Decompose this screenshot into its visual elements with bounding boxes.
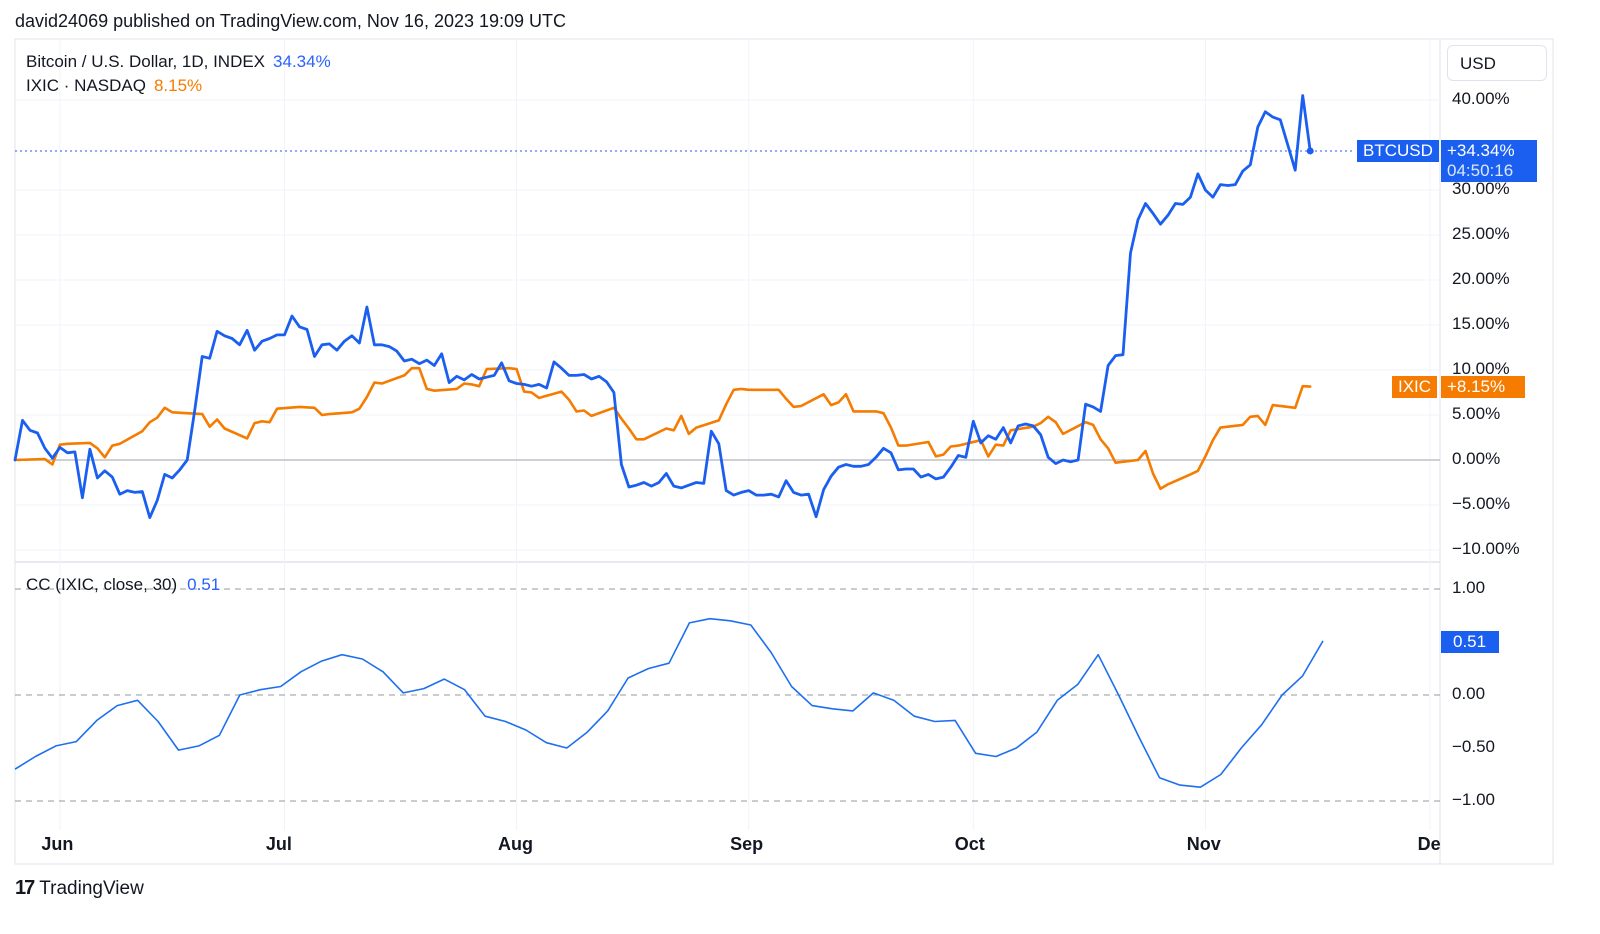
cc-series-line (14, 617, 1324, 789)
legend-btc-label: Bitcoin / U.S. Dollar, 1D, INDEX (26, 52, 266, 71)
indicator-y-tick-label: −1.00 (1452, 790, 1496, 809)
tradingview-logo-icon: 17 (15, 877, 35, 899)
currency-button[interactable]: USD (1447, 45, 1547, 81)
price-y-tick-label: −5.00% (1452, 494, 1511, 513)
btcusd-countdown: 04:50:16 (1447, 161, 1514, 180)
btcusd-price-tag: +34.34% 04:50:16 (1441, 140, 1537, 182)
legend-ixic-label: IXIC · NASDAQ (26, 76, 146, 95)
ixic-price-tag: +8.15% (1441, 376, 1525, 398)
ixic-name-tag: IXIC (1392, 376, 1438, 398)
grid-lines (15, 40, 1440, 830)
chart-frame (14, 38, 1554, 865)
price-y-tick-label: 20.00% (1452, 269, 1510, 288)
indicator-y-tick-label: −0.50 (1452, 737, 1496, 756)
legend-ixic-value: 8.15% (153, 76, 203, 95)
btcusd-series-line (13, 94, 1312, 519)
x-tick-label: Jul (265, 834, 292, 854)
cc-value-tag: 0.51 (1441, 631, 1499, 653)
indicator-y-tick-label: 1.00 (1452, 578, 1486, 597)
x-tick-label: Oct (954, 834, 985, 854)
legend-ixic[interactable]: IXIC · NASDAQ 8.15% (26, 76, 202, 96)
price-y-tick-label: −10.00% (1452, 539, 1520, 558)
x-tick-label: Nov (1186, 834, 1221, 854)
x-tick-label: Sep (730, 834, 764, 854)
price-y-tick-label: 15.00% (1452, 314, 1510, 333)
price-y-tick-label: 10.00% (1452, 359, 1510, 378)
baseline-lines (15, 150, 1440, 802)
x-tick-label: De (1417, 834, 1441, 854)
btcusd-name-tag: BTCUSD (1357, 140, 1439, 162)
indicator-y-tick-label: 0.00 (1452, 684, 1486, 703)
series-layer (13, 94, 1324, 789)
publish-header: david24069 published on TradingView.com,… (15, 11, 567, 31)
legend-cc[interactable]: CC (IXIC, close, 30) 0.51 (26, 575, 220, 595)
price-y-tick-label: 5.00% (1452, 404, 1501, 423)
x-tick-label: Aug (498, 834, 533, 854)
marker-layer (1306, 147, 1314, 155)
legend-btc[interactable]: Bitcoin / U.S. Dollar, 1D, INDEX 34.34% (26, 52, 331, 72)
ixic-series-line (13, 366, 1312, 491)
price-y-tick-label: 30.00% (1452, 179, 1510, 198)
price-y-tick-label: 25.00% (1452, 224, 1510, 243)
price-y-tick-label: 0.00% (1452, 449, 1501, 468)
legend-btc-value: 34.34% (273, 52, 331, 71)
btcusd-value: +34.34% (1447, 141, 1515, 160)
price-y-tick-label: 40.00% (1452, 89, 1510, 108)
footer-brand-label: TradingView (39, 877, 144, 899)
legend-cc-value: 0.51 (187, 575, 221, 594)
legend-cc-label: CC (IXIC, close, 30) (26, 575, 178, 594)
x-tick-label: Jun (41, 834, 74, 854)
btcusd-last-point (1306, 147, 1314, 155)
footer-brand[interactable]: 17 TradingView (15, 877, 144, 900)
